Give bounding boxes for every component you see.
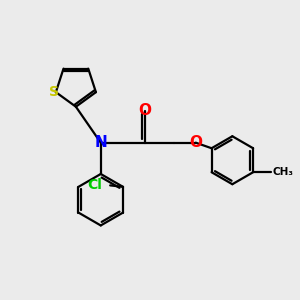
- Text: O: O: [138, 103, 151, 118]
- Text: N: N: [94, 135, 107, 150]
- Text: S: S: [50, 85, 59, 99]
- Text: CH₃: CH₃: [272, 167, 293, 177]
- Text: Cl: Cl: [87, 178, 102, 192]
- Text: O: O: [189, 135, 202, 150]
